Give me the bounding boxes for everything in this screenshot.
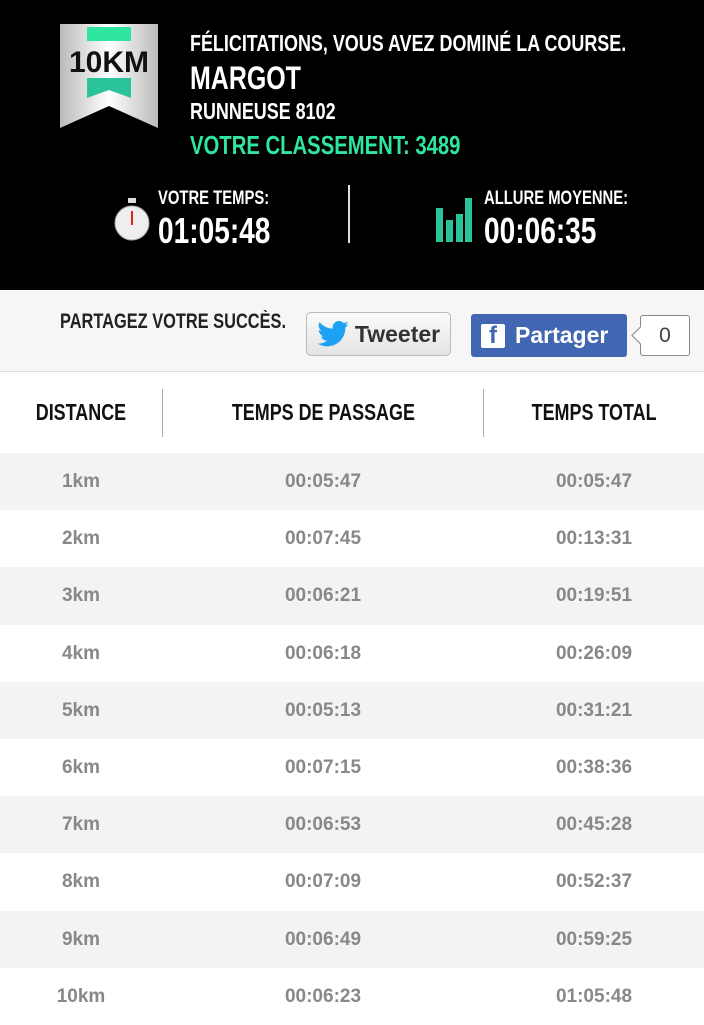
pace-label: ALLURE MOYENNE: [484, 188, 629, 209]
split-cell: 00:05:13 [284, 699, 362, 721]
split-cell: 00:06:23 [284, 985, 362, 1007]
share-text: PARTAGEZ VOTRE SUCCÈS. [60, 310, 287, 333]
stopwatch-icon [114, 198, 150, 241]
runner-number: RUNNEUSE 8102 [190, 98, 336, 124]
tweet-label: Tweeter [354, 320, 441, 347]
share-count: 0 [640, 315, 690, 356]
time-label: VOTRE TEMPS: [158, 188, 270, 209]
congrats-text: FÉLICITATIONS, VOUS AVEZ DOMINÉ LA COURS… [190, 30, 627, 56]
table-row: 7km 00:06:53 00:45:28 [0, 796, 704, 854]
col-split: TEMPS DE PASSAGE [231, 398, 415, 425]
table-row: 2km 00:07:45 00:13:31 [0, 510, 704, 567]
split-cell: 00:07:15 [284, 756, 362, 778]
svg-text:10KM: 10KM [69, 46, 149, 79]
split-cell: 00:06:21 [284, 585, 362, 607]
col-distance: DISTANCE [35, 398, 127, 425]
distance-badge: 10KM [60, 24, 158, 128]
distance-cell: 9km [61, 928, 101, 950]
split-cell: 00:06:53 [284, 814, 362, 836]
distance-cell: 7km [61, 814, 101, 836]
ranking: VOTRE CLASSEMENT: 3489 [190, 130, 461, 160]
total-cell: 00:45:28 [555, 814, 633, 836]
distance-cell: 8km [61, 871, 101, 893]
table-row: 10km 00:06:23 01:05:48 [0, 968, 704, 1025]
total-cell: 00:13:31 [555, 528, 633, 550]
pace-bars-icon [436, 198, 472, 242]
distance-cell: 5km [61, 699, 101, 721]
total-cell: 00:05:47 [555, 471, 633, 492]
tweet-button[interactable]: Tweeter [306, 312, 451, 356]
distance-cell: 10km [56, 985, 106, 1007]
split-cell: 00:07:45 [284, 528, 362, 550]
distance-cell: 4km [61, 642, 101, 664]
table-row: 1km 00:05:47 00:05:47 [0, 453, 704, 511]
distance-cell: 1km [61, 471, 101, 492]
total-cell: 00:26:09 [555, 642, 633, 664]
facebook-share-button[interactable]: f Partager [471, 314, 627, 357]
total-cell: 01:05:48 [555, 985, 633, 1007]
distance-cell: 3km [61, 585, 101, 607]
total-cell: 00:38:36 [555, 756, 633, 778]
divider [348, 185, 350, 243]
column-separator [483, 389, 484, 437]
pace-value: 00:06:35 [484, 210, 597, 251]
twitter-bird-icon [317, 321, 349, 347]
table-row: 9km 00:06:49 00:59:25 [0, 910, 704, 968]
facebook-icon: f [481, 323, 505, 348]
facebook-label: Partager [515, 322, 609, 348]
distance-cell: 2km [61, 528, 101, 550]
table-row: 3km 00:06:21 00:19:51 [0, 567, 704, 625]
runner-name: MARGOT [190, 60, 301, 96]
time-value: 01:05:48 [158, 210, 271, 251]
table-header: DISTANCE TEMPS DE PASSAGE TEMPS TOTAL [0, 372, 704, 452]
table-row: 4km 00:06:18 00:26:09 [0, 625, 704, 682]
total-cell: 00:31:21 [555, 699, 633, 721]
table-row: 5km 00:05:13 00:31:21 [0, 681, 704, 739]
splits-table: 1km 00:05:47 00:05:47 2km 00:07:45 00:13:31 3k… [0, 453, 704, 1025]
split-cell: 00:05:47 [284, 471, 362, 492]
total-cell: 00:52:37 [555, 871, 633, 893]
total-cell: 00:59:25 [555, 928, 633, 950]
total-cell: 00:19:51 [555, 585, 633, 607]
table-row: 6km 00:07:15 00:38:36 [0, 739, 704, 796]
split-cell: 00:06:49 [284, 928, 362, 950]
column-separator [162, 389, 163, 437]
split-cell: 00:07:09 [284, 871, 362, 893]
split-cell: 00:06:18 [284, 642, 362, 664]
col-total: TEMPS TOTAL [531, 398, 657, 425]
results-header: 10KM FÉLICITATIONS, VOUS AVEZ DOMINÉ LA … [0, 0, 704, 290]
table-row: 8km 00:07:09 00:52:37 [0, 853, 704, 910]
distance-cell: 6km [61, 756, 101, 778]
